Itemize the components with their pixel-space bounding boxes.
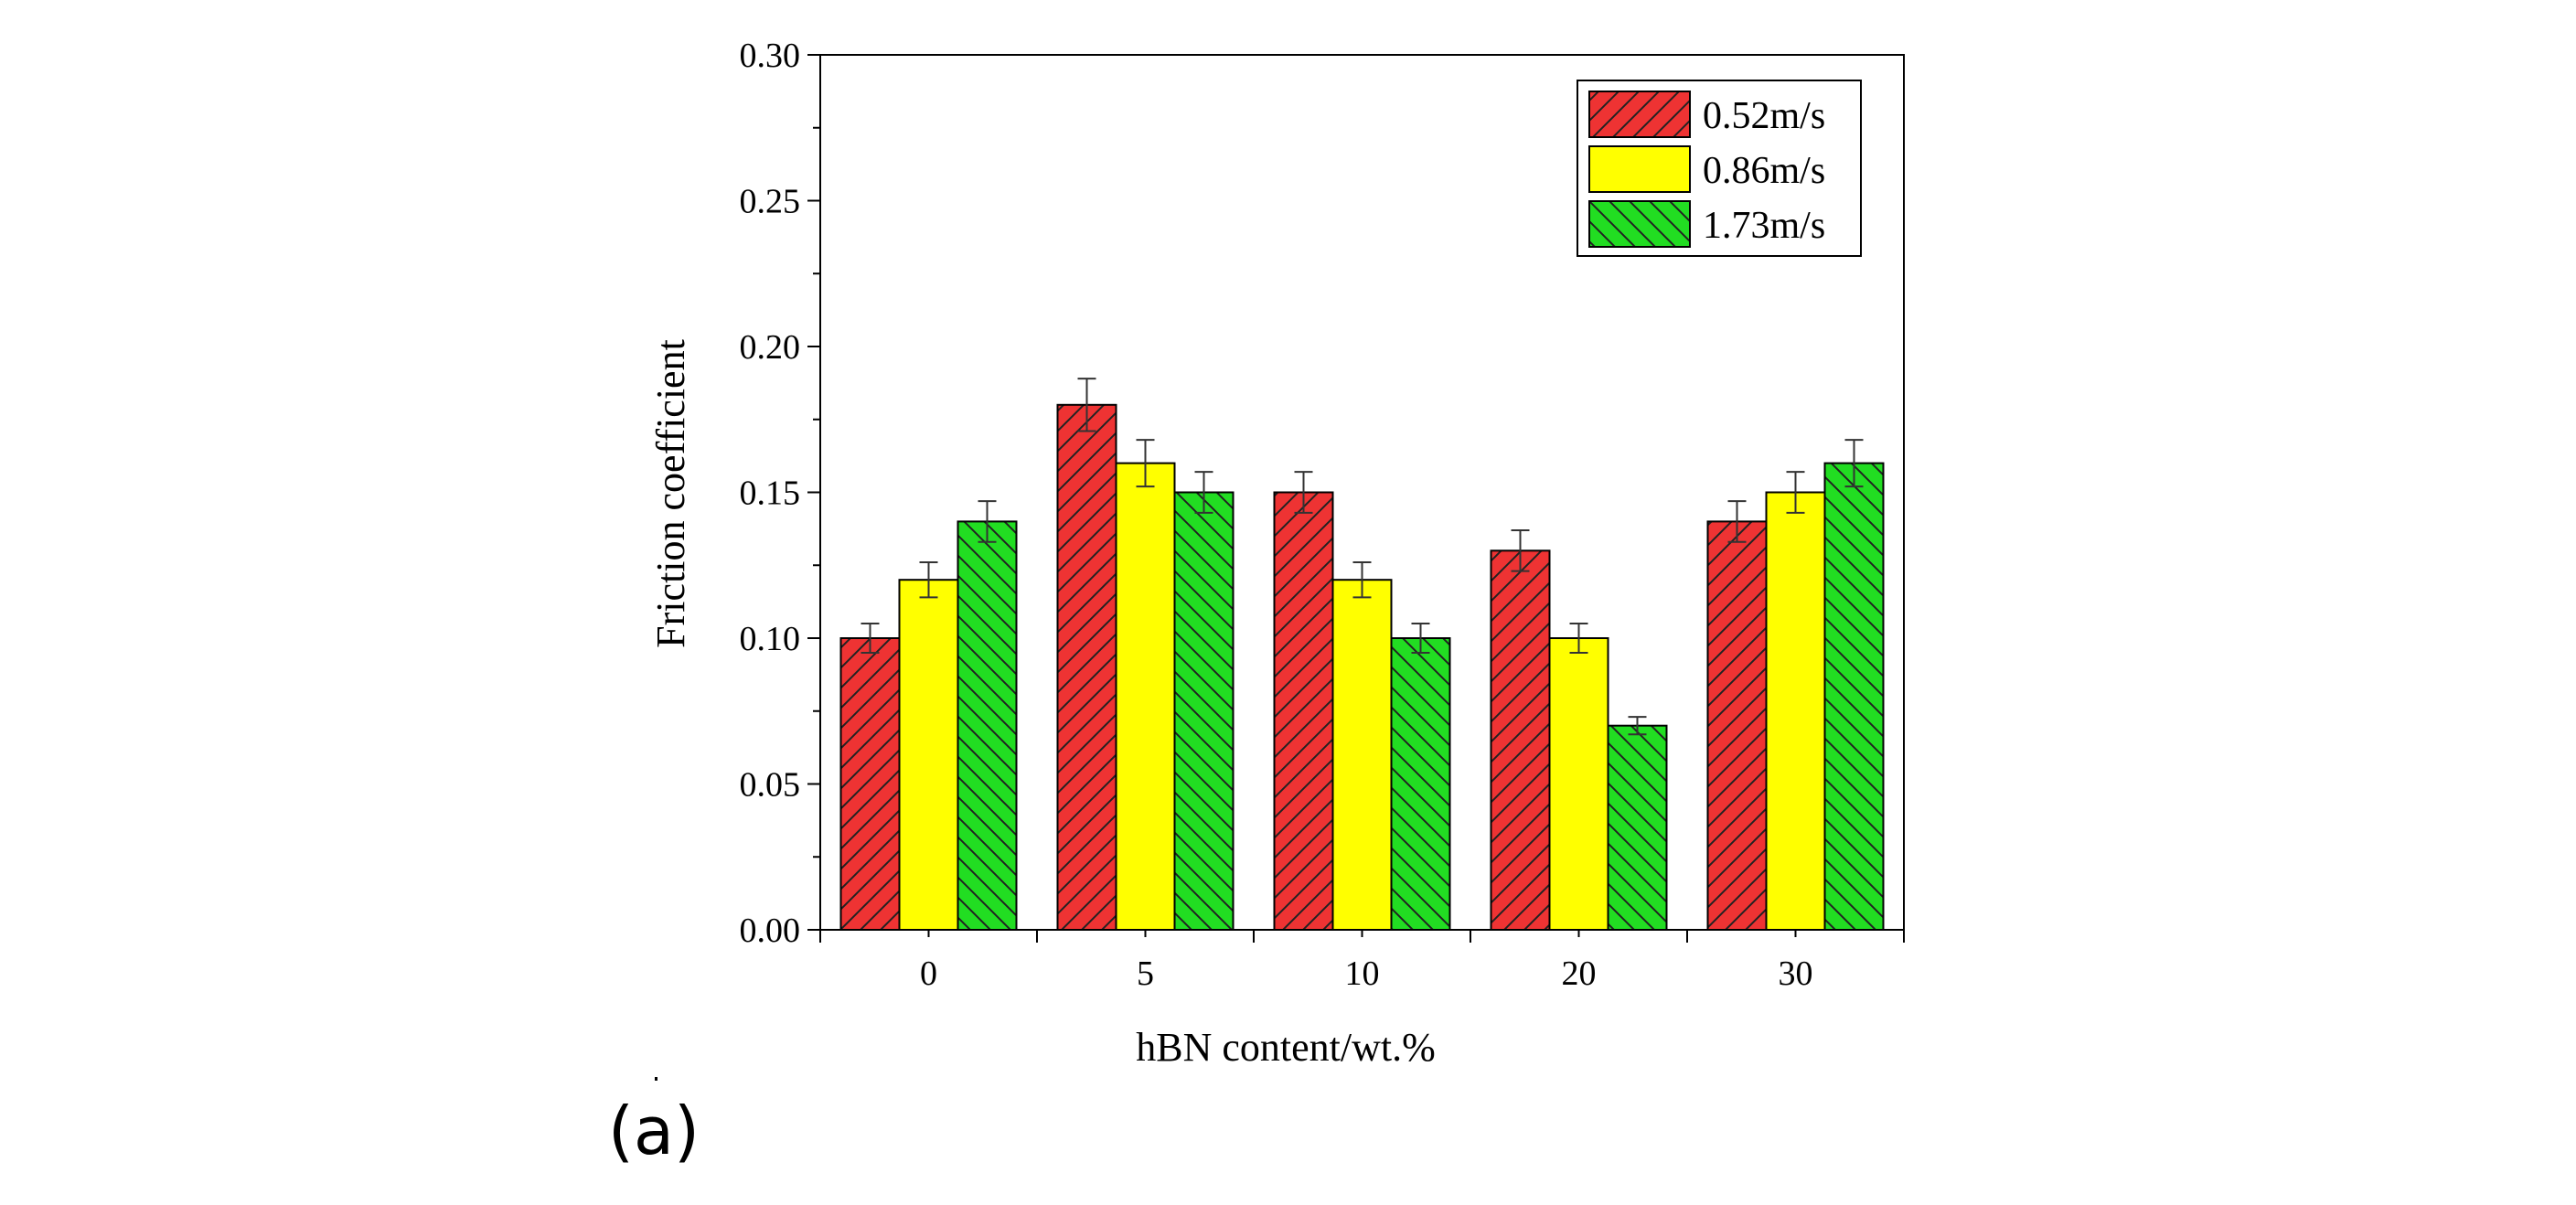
error-bar-052ms-20 [1511,528,1530,572]
bar-052ms-0 [839,637,901,931]
legend-swatch-086ms [1588,145,1691,193]
error-bar-086ms-10 [1352,561,1372,599]
x-axis-title: hBN content/wt.% [1136,1025,1436,1070]
error-bars-group [860,378,1864,736]
bars-group [839,403,1885,932]
x-tick-label: 30 [1779,954,1813,993]
bar-052ms-10 [1273,491,1334,931]
error-bar-086ms-20 [1569,623,1588,654]
error-bar-086ms-30 [1786,471,1805,514]
figure-caption: (a) [607,1093,700,1169]
error-bar-086ms-5 [1136,439,1155,488]
error-bar-173ms-10 [1411,623,1430,654]
error-bar-052ms-0 [860,623,880,654]
bar-052ms-20 [1490,549,1551,931]
error-bar-173ms-0 [978,500,997,543]
legend-swatch-052ms [1588,91,1691,138]
y-tick-label: 0.30 [740,37,801,75]
y-axis-title: Friction coefficient [648,339,693,648]
x-tick-label: 20 [1562,954,1597,993]
y-tick-label: 0.15 [740,475,801,513]
bar-086ms-5 [1115,462,1176,931]
y-axis: 0.00 0.05 0.10 0.15 0.20 0.25 0.30 [740,37,820,950]
legend-label: 0.86m/s [1703,150,1825,192]
bar-173ms-30 [1823,462,1885,931]
error-bar-086ms-0 [919,561,938,599]
bar-173ms-20 [1607,724,1668,932]
bar-086ms-10 [1331,579,1393,931]
y-tick-label: 0.00 [740,912,801,950]
error-bar-052ms-10 [1294,471,1313,514]
y-tick-label: 0.05 [740,766,801,805]
bar-086ms-20 [1548,637,1609,931]
legend-label: 1.73m/s [1703,205,1825,247]
x-tick-label: 0 [920,954,937,993]
x-tick-label: 10 [1345,954,1380,993]
y-tick-label: 0.20 [740,328,801,367]
bar-173ms-5 [1173,491,1235,931]
error-bar-173ms-20 [1628,716,1647,736]
bar-086ms-30 [1765,491,1826,931]
bar-173ms-0 [957,520,1018,932]
error-bar-052ms-30 [1727,500,1747,543]
error-bar-173ms-5 [1194,471,1213,514]
x-axis: 0 5 10 20 30 [819,930,1905,993]
legend-label: 0.52m/s [1703,95,1825,137]
error-bar-173ms-30 [1844,439,1864,488]
y-tick-label: 0.10 [740,620,801,658]
stray-dot [655,1077,657,1081]
bar-052ms-5 [1056,403,1117,931]
x-tick-label: 5 [1137,954,1154,993]
legend-swatch-173ms [1588,200,1691,248]
y-tick-label: 0.25 [740,183,801,221]
bar-173ms-10 [1390,637,1451,931]
bar-086ms-0 [898,579,959,931]
error-bar-052ms-5 [1077,378,1096,432]
legend: 0.52m/s 0.86m/s 1.73m/s [1577,80,1862,257]
bar-052ms-30 [1706,520,1768,932]
